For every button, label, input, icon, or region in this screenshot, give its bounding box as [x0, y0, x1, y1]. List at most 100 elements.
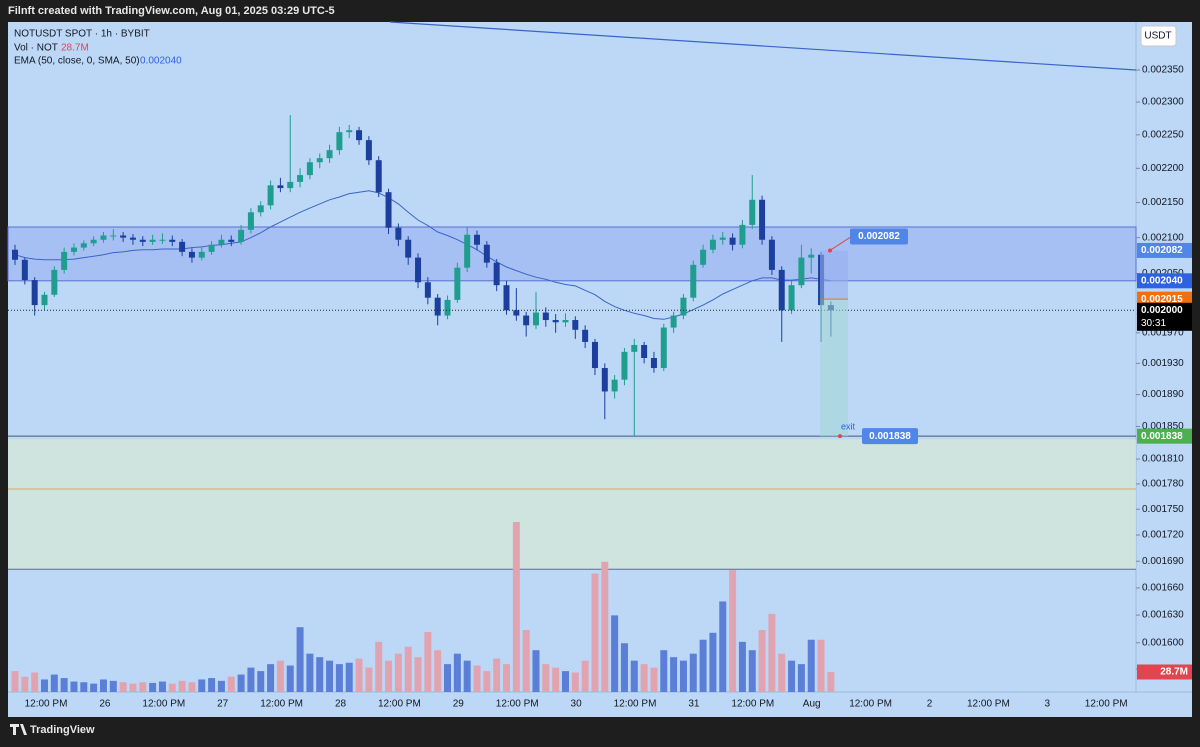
candle-body — [179, 241, 186, 252]
y-tick-label: 0.002250 — [1142, 129, 1184, 140]
stop-dot — [828, 248, 832, 253]
price-axis-label: 0.002000 — [1141, 305, 1183, 316]
y-tick-label: 0.002350 — [1142, 65, 1184, 76]
candle-body — [247, 212, 254, 230]
position-stop-area — [820, 250, 848, 300]
lower-zone — [8, 439, 1136, 570]
volume-bar — [434, 650, 442, 692]
volume-bar — [60, 678, 68, 692]
candle-body — [483, 244, 490, 263]
volume-bar — [247, 667, 255, 692]
y-tick-label: 0.001690 — [1142, 556, 1184, 567]
volume-bar — [512, 522, 520, 692]
y-tick-label: 0.002200 — [1142, 163, 1184, 174]
volume-bar — [778, 653, 786, 692]
price-axis-label-box — [1137, 302, 1192, 331]
overlay-layer: 0.002082 exit 0.001838 0.002350 0.002300 0.00… — [25, 65, 1192, 710]
volume-bar — [748, 650, 756, 692]
volume-bar — [788, 660, 796, 692]
currency-box[interactable] — [1140, 25, 1177, 47]
volume-bar — [158, 681, 166, 692]
plot-layer — [7, 21, 1137, 692]
volume-bar — [581, 660, 589, 692]
volume-bar — [286, 665, 294, 692]
volume-axis-label: 28.7M — [1160, 667, 1188, 678]
candle-body — [415, 257, 422, 283]
volume-bar — [257, 671, 265, 692]
volume-bar — [699, 639, 707, 692]
volume-bar — [394, 653, 402, 692]
volume-bar — [807, 639, 815, 692]
candle-body — [424, 282, 431, 298]
volume-bar — [483, 671, 491, 692]
volume-bar — [660, 650, 668, 692]
volume-bar — [493, 658, 501, 692]
candle-body — [454, 267, 461, 300]
volume-bar — [670, 657, 678, 692]
candle-body — [749, 199, 756, 225]
position-target-area — [820, 299, 848, 437]
volume-bar — [414, 657, 422, 692]
stop-label-box — [850, 228, 908, 245]
volume-bar — [109, 680, 117, 692]
candle-body — [464, 234, 471, 268]
legend-ema-value: 0.002040 — [140, 56, 182, 67]
candle-body — [444, 299, 451, 316]
volume-bar — [365, 667, 373, 692]
volume-bar — [119, 682, 127, 692]
volume-bar — [198, 679, 206, 692]
volume-bar — [797, 664, 805, 692]
candle-body — [316, 158, 323, 163]
volume-bar — [768, 613, 776, 692]
candle-body — [287, 181, 294, 189]
candle-body — [110, 235, 117, 237]
candle-body — [503, 285, 510, 311]
volume-bar — [827, 672, 835, 692]
candle-body — [120, 235, 127, 238]
volume-bar — [611, 615, 619, 692]
x-tick-label: 12:00 PM — [731, 699, 774, 710]
candle-body — [61, 251, 68, 270]
volume-bar — [404, 646, 412, 692]
x-tick-label: 12:00 PM — [260, 699, 303, 710]
candle-body — [346, 130, 353, 133]
candle-body — [218, 239, 225, 245]
candle-body — [21, 259, 28, 281]
candle-body — [70, 247, 77, 252]
x-tick-label: 12:00 PM — [142, 699, 185, 710]
countdown: 30:31 — [1141, 318, 1166, 329]
volume-bar — [385, 660, 393, 692]
candle-body — [719, 237, 726, 240]
range-zone — [7, 226, 1137, 282]
y-tick-label: 0.002150 — [1142, 197, 1184, 208]
x-tick-label: 12:00 PM — [849, 699, 892, 710]
x-tick-label: 12:00 PM — [1085, 699, 1128, 710]
currency[interactable]: USDT — [1144, 31, 1171, 42]
candle-body — [562, 320, 569, 323]
candle-body — [670, 315, 677, 328]
volume-bar — [227, 676, 235, 692]
legend-symbol: NOTUSDT SPOT · 1h · BYBIT — [14, 29, 150, 40]
y-tick-label: 0.001890 — [1142, 389, 1184, 400]
volume-bar — [129, 683, 137, 692]
volume-bar — [591, 573, 599, 692]
candle-body — [611, 379, 618, 392]
y-tick-label: 0.001780 — [1142, 479, 1184, 490]
volume-bar — [552, 667, 560, 692]
exit-dot — [838, 434, 842, 439]
volume-bar — [503, 664, 510, 692]
volume-bar — [679, 660, 687, 692]
candle-body — [532, 312, 539, 326]
volume-bar — [561, 671, 569, 692]
trendline — [389, 21, 1137, 71]
candle-body — [513, 310, 520, 316]
candle-body — [41, 294, 48, 306]
y-tick-label: 0.002100 — [1142, 232, 1184, 243]
candle-body — [650, 357, 657, 369]
volume-bar — [424, 632, 432, 692]
candle-body — [159, 239, 166, 241]
volume-bar — [355, 658, 363, 692]
candle-body — [405, 239, 412, 258]
candle-body — [788, 285, 795, 311]
